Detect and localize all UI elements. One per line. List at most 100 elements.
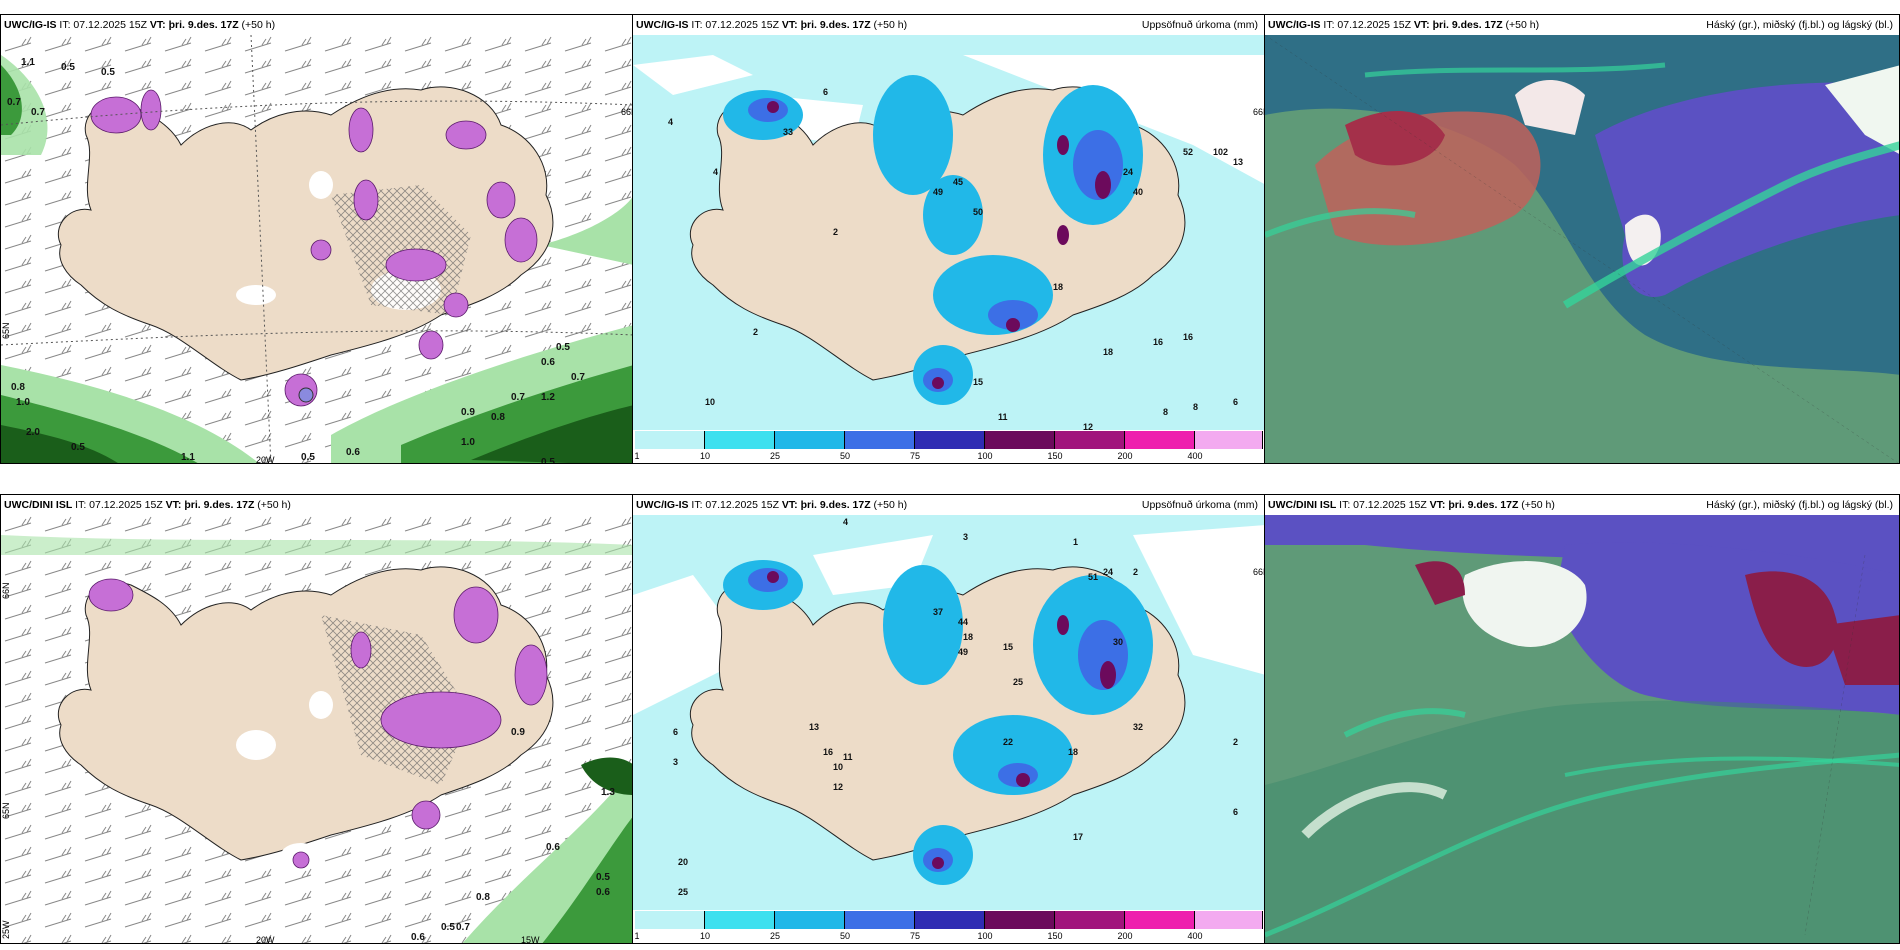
lon-label: 20W (256, 935, 275, 944)
colorbar-label: 400 (1187, 451, 1203, 461)
lead-time: (+50 h) (873, 499, 908, 511)
lead-time: (+50 h) (257, 499, 291, 511)
svg-text:8: 8 (1193, 402, 1198, 412)
colorbar-label: 400 (1187, 931, 1203, 941)
valid-time: þri. 9.des. 17Z (184, 499, 255, 511)
wind-map: 66N 65N 25W 20W 15W 1.3 0.6 0.5 0.6 0.8 … (1, 515, 632, 944)
svg-text:0.5: 0.5 (441, 922, 455, 933)
colorbar-swatch (1125, 431, 1195, 449)
panel-field-title: Háský (gr.), miðský (fj.bl.) og lágský (… (1706, 499, 1893, 511)
svg-text:0.9: 0.9 (511, 727, 525, 738)
lat-label: 66N (1253, 107, 1265, 117)
svg-text:2: 2 (753, 327, 758, 337)
svg-text:6: 6 (1233, 807, 1238, 817)
precip-map: 66N 4 3 1 2 24 37 44 49 18 15 51 25 30 3… (633, 515, 1265, 910)
vt-label: VT: (149, 19, 166, 31)
svg-text:4: 4 (713, 167, 718, 177)
colorbar-label: 10 (699, 931, 711, 941)
svg-text:0.6: 0.6 (596, 887, 610, 898)
colorbar-label: 50 (839, 451, 851, 461)
colorbar-swatch (1195, 911, 1263, 929)
panel-header: UWC/DINI ISL IT: 07.12.2025 15Z VT: þri.… (1265, 495, 1899, 515)
svg-text:24: 24 (1123, 167, 1133, 177)
svg-text:0.5: 0.5 (541, 457, 555, 464)
colorbar-label: 75 (909, 451, 921, 461)
colorbar-label: 150 (1047, 931, 1063, 941)
svg-text:40: 40 (1133, 187, 1143, 197)
svg-text:8: 8 (1163, 407, 1168, 417)
svg-text:6: 6 (673, 727, 678, 737)
svg-text:0.9: 0.9 (461, 407, 475, 418)
colorbar-swatch (705, 431, 775, 449)
panel-wind-igis: UWC/IG-IS IT: 07.12.2025 15Z VT: þri. 9.… (0, 14, 633, 464)
panel-header: UWC/IG-IS IT: 07.12.2025 15Z VT: þri. 9.… (633, 495, 1264, 515)
init-time: IT: 07.12.2025 15Z (59, 19, 147, 31)
svg-text:52: 52 (1183, 147, 1193, 157)
colorbar-swatch (635, 911, 705, 929)
wind-map: 65N 66N 20W 1.1 0.5 0.5 0.7 0.7 0.8 1.0 … (1, 35, 633, 464)
panel-header: UWC/IG-IS IT: 07.12.2025 15Z VT: þri. 9.… (633, 15, 1264, 35)
svg-text:30: 30 (1113, 637, 1123, 647)
svg-text:45: 45 (953, 177, 963, 187)
colorbar-label: 25 (769, 451, 781, 461)
svg-text:0.5: 0.5 (301, 452, 315, 463)
colorbar-label: 150 (1047, 451, 1063, 461)
svg-text:6: 6 (823, 87, 828, 97)
svg-text:10: 10 (833, 762, 843, 772)
svg-text:0.5: 0.5 (61, 62, 75, 73)
svg-text:44: 44 (958, 617, 968, 627)
svg-text:51: 51 (1088, 572, 1098, 582)
colorbar-label: 100 (977, 931, 993, 941)
svg-text:2: 2 (1133, 567, 1138, 577)
init-time: IT: 07.12.2025 15Z (1339, 499, 1427, 511)
svg-text:0.8: 0.8 (491, 412, 505, 423)
valid-time: þri. 9.des. 17Z (800, 19, 871, 31)
colorbar-label: 50 (839, 931, 851, 941)
panel-wind-dini: UWC/DINI ISL IT: 07.12.2025 15Z VT: þri.… (0, 494, 633, 944)
svg-text:0.7: 0.7 (456, 922, 470, 933)
lead-time: (+50 h) (873, 19, 908, 31)
vt-label: VT: (781, 499, 798, 511)
svg-text:18: 18 (1053, 282, 1063, 292)
valid-time: þri. 9.des. 17Z (1448, 499, 1519, 511)
svg-text:18: 18 (963, 632, 973, 642)
svg-text:24: 24 (1103, 567, 1113, 577)
svg-text:37: 37 (933, 607, 943, 617)
colorbar-label: 10 (699, 451, 711, 461)
colorbar-swatch (845, 911, 915, 929)
lead-time: (+50 h) (1521, 499, 1555, 511)
model-name: UWC/DINI ISL (1268, 499, 1337, 511)
svg-text:1.0: 1.0 (461, 437, 475, 448)
model-name: UWC/IG-IS (636, 19, 689, 31)
lat-label: 66N (621, 107, 633, 117)
svg-text:102: 102 (1213, 147, 1228, 157)
svg-text:0.5: 0.5 (71, 442, 85, 453)
svg-text:33: 33 (783, 127, 793, 137)
svg-text:0.5: 0.5 (596, 872, 610, 883)
svg-text:15: 15 (1003, 642, 1013, 652)
lead-time: (+50 h) (1505, 19, 1540, 31)
colorbar-swatch (1125, 911, 1195, 929)
svg-text:2: 2 (833, 227, 838, 237)
svg-text:3: 3 (673, 757, 678, 767)
colorbar-swatch (775, 431, 845, 449)
svg-text:0.8: 0.8 (11, 382, 25, 393)
colorbar-label: 100 (977, 451, 993, 461)
lat-label: 66N (1253, 567, 1265, 577)
svg-text:1: 1 (1073, 537, 1078, 547)
lat-label: 66N (1, 582, 11, 599)
svg-text:25: 25 (1013, 677, 1023, 687)
svg-text:50: 50 (973, 207, 983, 217)
svg-text:0.5: 0.5 (101, 67, 115, 78)
valid-time: þri. 9.des. 17Z (800, 499, 871, 511)
colorbar-swatch (775, 911, 845, 929)
svg-text:0.8: 0.8 (476, 892, 490, 903)
svg-text:11: 11 (843, 752, 853, 762)
svg-text:1.3: 1.3 (601, 787, 615, 798)
colorbar-label: 1 (634, 931, 640, 941)
colorbar-label: 1 (634, 451, 640, 461)
svg-text:2: 2 (1233, 737, 1238, 747)
svg-text:2.0: 2.0 (26, 427, 40, 438)
svg-text:1.2: 1.2 (541, 392, 555, 403)
panel-precip-igis: UWC/IG-IS IT: 07.12.2025 15Z VT: þri. 9.… (632, 14, 1265, 464)
